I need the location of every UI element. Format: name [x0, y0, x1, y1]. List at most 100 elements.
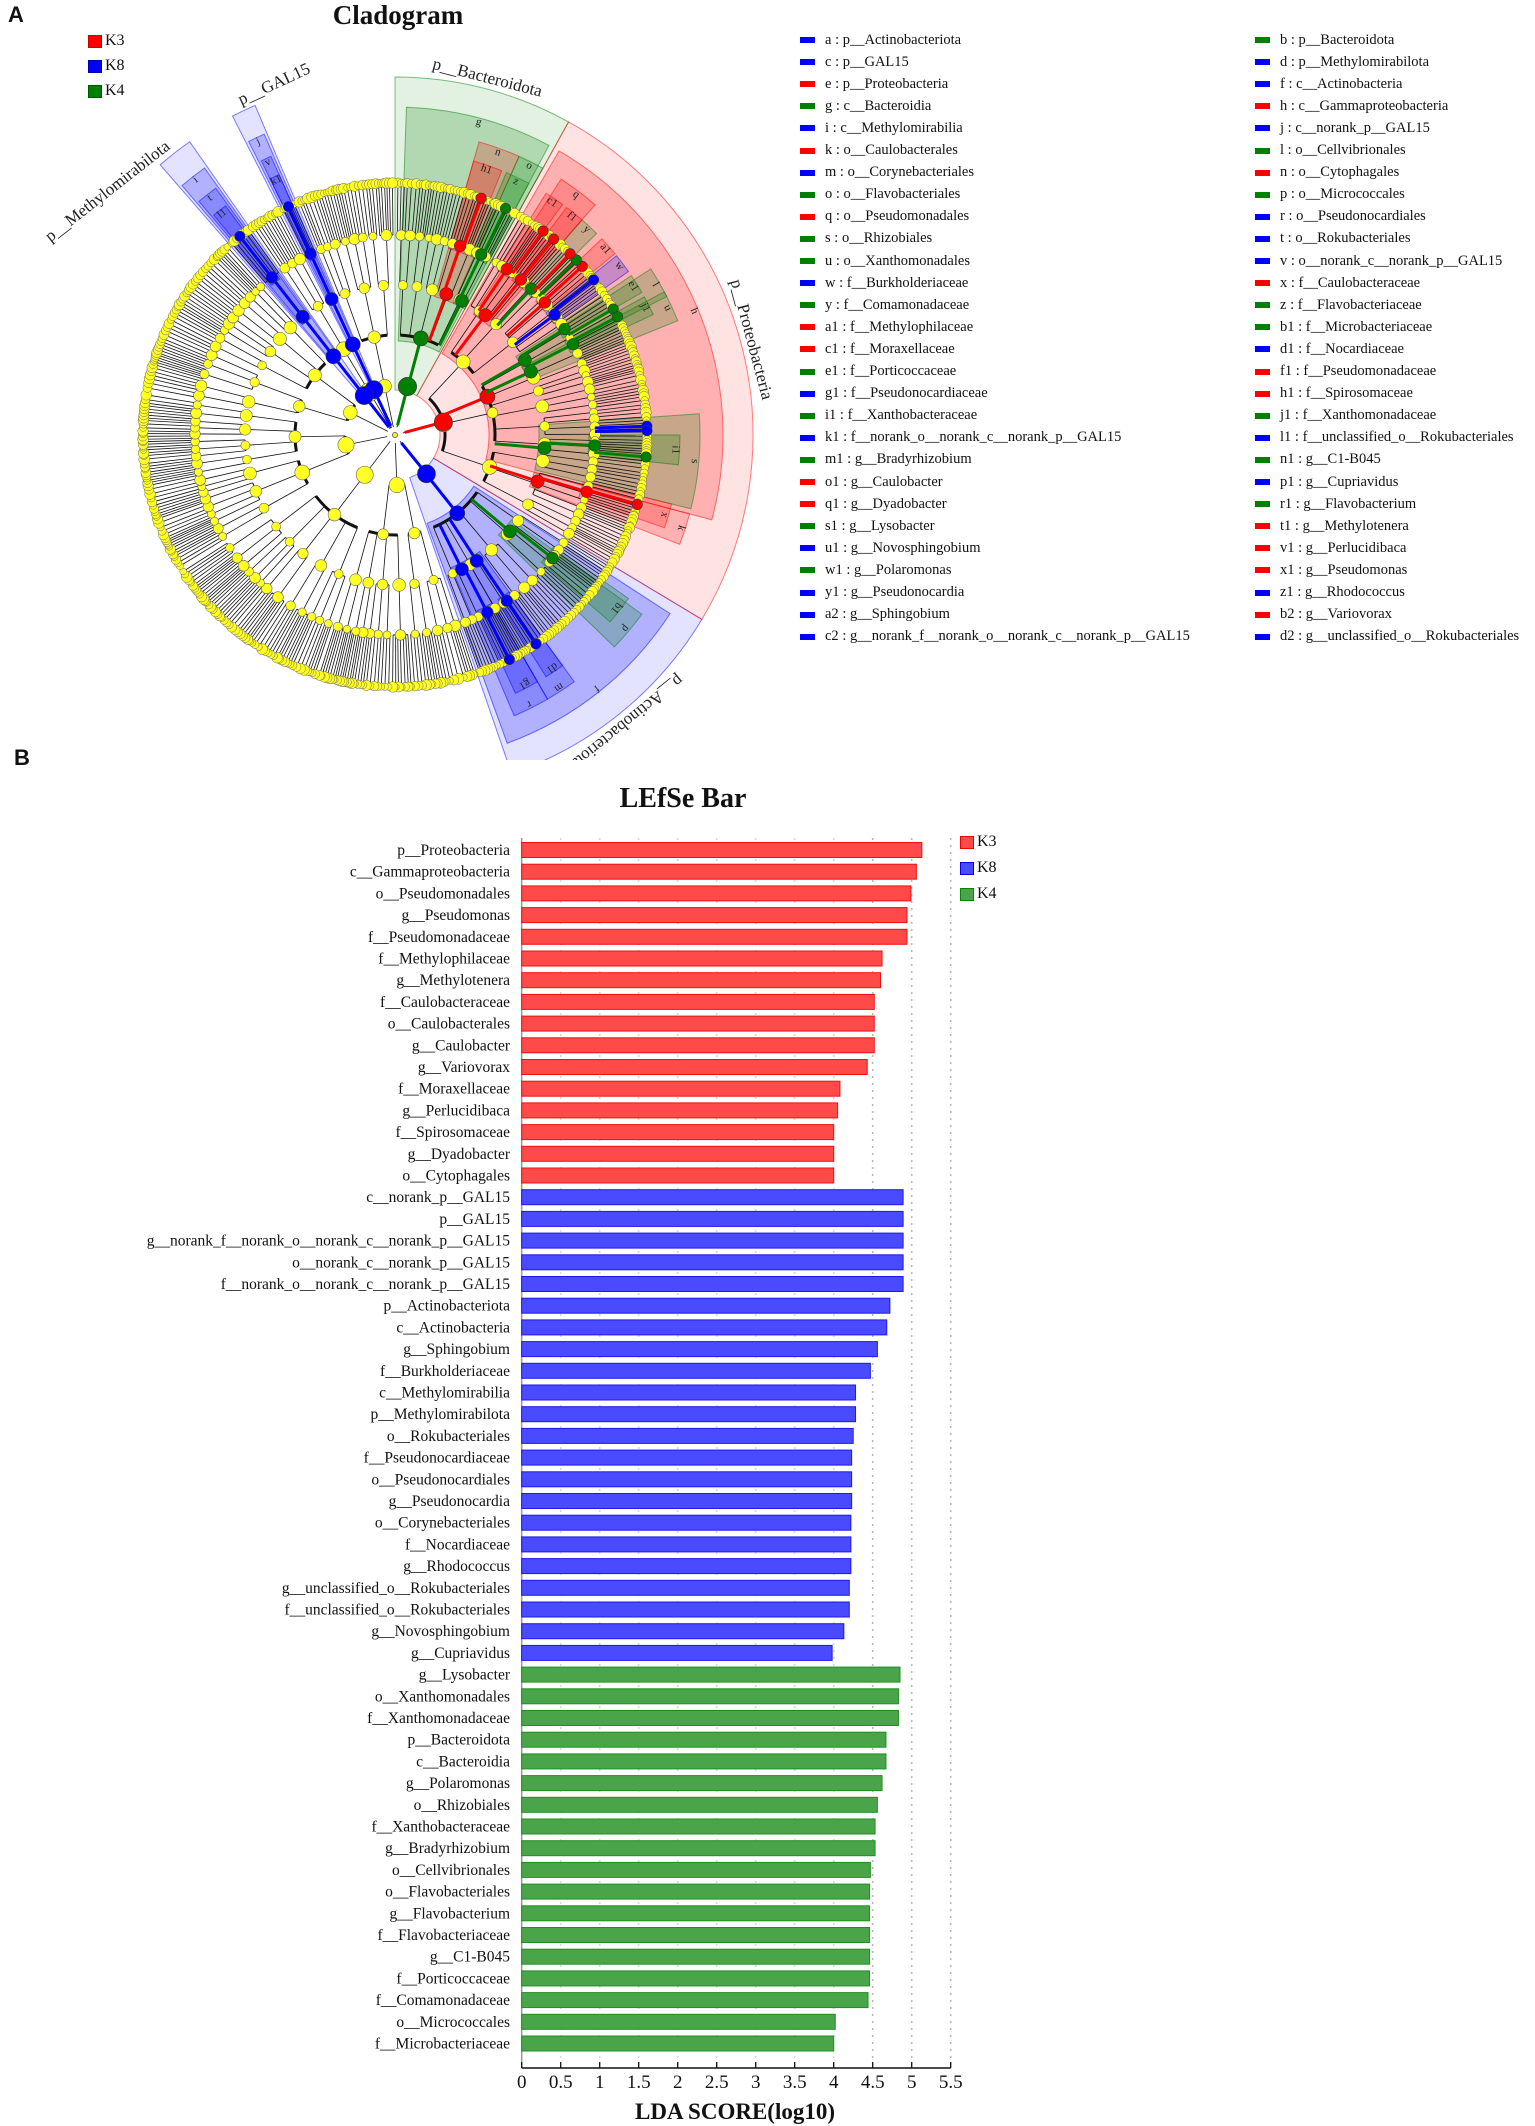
- branch: [534, 489, 582, 509]
- branch: [542, 396, 592, 407]
- taxon-key: j1: [1280, 407, 1303, 424]
- clade-wedge-s: [534, 413, 701, 510]
- taxon-node: [491, 257, 501, 268]
- branch-arc: [525, 499, 531, 510]
- branch: [536, 483, 585, 501]
- branch: [249, 598, 281, 642]
- taxon-name: p__Bacteroidota: [1298, 31, 1395, 48]
- branch: [373, 337, 386, 387]
- taxon-node: [633, 502, 641, 510]
- branch-arc: [357, 286, 371, 291]
- taxon-node: [264, 210, 276, 222]
- bar-legend-k4: K4: [960, 881, 997, 907]
- taxon-node: [636, 487, 645, 497]
- clade-letter-label: w: [612, 259, 626, 273]
- clade-letter-label: a1: [598, 241, 614, 257]
- group-color-swatch: [1255, 611, 1270, 618]
- branch: [200, 468, 249, 481]
- branch: [587, 366, 638, 382]
- k3-swatch: [960, 835, 974, 849]
- bar-k8: [521, 1362, 871, 1379]
- branch: [425, 239, 438, 289]
- taxon-node: [641, 435, 652, 446]
- taxon-name: c__Bacteroidia: [843, 97, 932, 114]
- bar-k4: [521, 1927, 871, 1943]
- taxon-node: [190, 276, 200, 286]
- branch-arc: [245, 412, 248, 419]
- branch: [397, 634, 399, 687]
- taxon-node: [477, 666, 488, 677]
- taxon-node: [442, 289, 453, 300]
- taxon-node: [199, 369, 210, 380]
- taxon-node: [244, 566, 254, 577]
- taxon-node: [373, 629, 383, 639]
- taxon-node: [536, 293, 548, 305]
- branch: [525, 244, 561, 285]
- biomarker-branch: [477, 558, 509, 602]
- taxon-key: s: [825, 230, 842, 247]
- taxon-key: i: [825, 120, 840, 137]
- branch: [589, 374, 640, 388]
- taxon-node: [332, 675, 342, 685]
- taxon-node: [201, 264, 210, 273]
- taxon-node: [367, 179, 378, 189]
- biomarker-branch: [458, 253, 483, 301]
- branch: [580, 340, 630, 362]
- branch-arc: [195, 409, 198, 417]
- branch: [261, 604, 290, 650]
- taxon-node: [578, 600, 586, 608]
- branch: [532, 493, 579, 515]
- branch: [572, 319, 620, 344]
- biomarker-branch: [424, 473, 459, 515]
- branch: [195, 439, 246, 442]
- taxon-node: [638, 383, 647, 392]
- taxon-node: [143, 377, 154, 388]
- taxon-legend-item: q1g__Dyadobacter: [800, 494, 947, 514]
- taxon-node: [535, 453, 550, 468]
- bar-k8: [521, 1536, 852, 1553]
- biomarker-node-o: [455, 293, 469, 308]
- branch: [528, 344, 574, 368]
- branch-arc: [582, 497, 586, 503]
- branch: [161, 510, 211, 532]
- biomarker-branch: [372, 389, 393, 427]
- branch: [414, 184, 421, 237]
- taxon-node: [320, 189, 328, 197]
- branch: [487, 277, 519, 318]
- branch-arc: [352, 630, 359, 633]
- branch: [475, 617, 498, 666]
- clade-letter-label: k1: [269, 173, 284, 189]
- branch: [258, 602, 288, 648]
- branch: [254, 381, 302, 401]
- taxon-node: [641, 438, 653, 449]
- taxon-node: [466, 669, 478, 681]
- bar-category-label: g__Polaromonas: [406, 1775, 510, 1792]
- clade-label-group: z: [511, 175, 521, 188]
- clade-label-group: s: [689, 459, 701, 464]
- group-color-swatch: [1255, 368, 1270, 375]
- taxon-key: x1: [1280, 562, 1306, 579]
- branch: [571, 315, 618, 342]
- taxon-node: [170, 552, 179, 561]
- branch: [593, 404, 646, 412]
- taxon-key: l1: [1280, 429, 1303, 446]
- branch: [254, 541, 291, 579]
- taxon-node: [208, 604, 218, 614]
- taxon-node: [212, 523, 224, 534]
- taxon-node: [297, 196, 307, 206]
- branch: [538, 573, 578, 610]
- taxon-node: [318, 672, 326, 680]
- clade-letter-label: m: [552, 680, 566, 695]
- taxon-node: [198, 487, 209, 498]
- branch: [157, 501, 207, 520]
- branch-arc: [573, 518, 578, 524]
- taxon-node: [243, 466, 257, 481]
- taxon-legend-item: b2g__Variovorax: [1255, 605, 1392, 625]
- branch: [409, 584, 416, 635]
- taxon-node: [590, 582, 601, 593]
- branch-arc: [286, 323, 295, 332]
- taxon-node: [139, 446, 148, 454]
- taxon-node: [294, 464, 311, 481]
- taxon-node: [191, 585, 201, 595]
- legend-label: K8: [977, 859, 997, 876]
